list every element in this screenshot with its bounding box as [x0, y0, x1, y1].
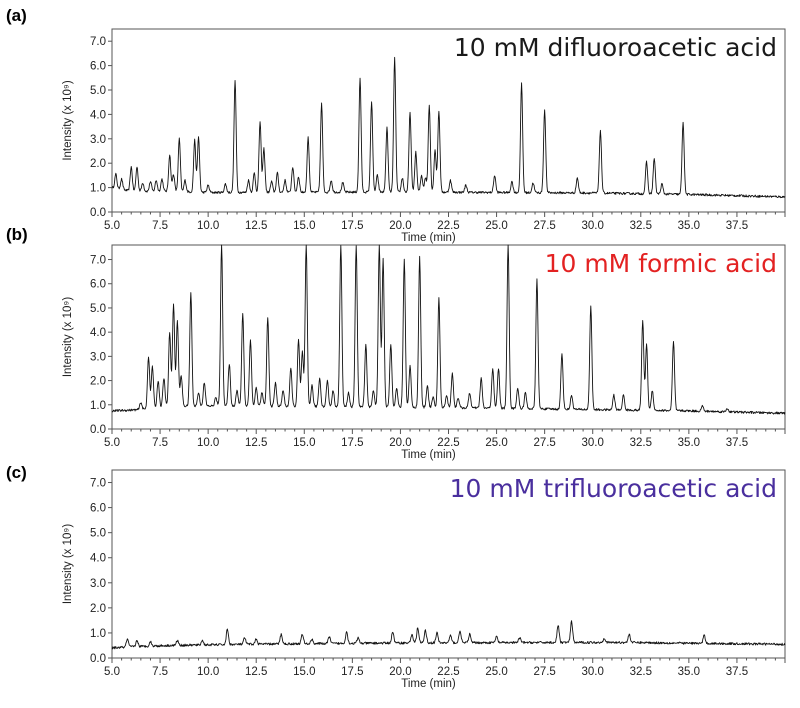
- x-tick-label: 17.5: [341, 220, 363, 232]
- chart-panel-a: (a) 0.0 1.0 2.0 3.0 4.0 5.0 6.0 7.0 5.0 7.5 10.0 12.…: [6, 6, 786, 244]
- x-tick-label: 7.5: [152, 666, 168, 678]
- x-tick-label: 22.5: [437, 220, 459, 232]
- y-tick-label: 1.0: [90, 183, 106, 195]
- x-tick-label: 27.5: [533, 437, 555, 449]
- y-tick-label: 4.0: [90, 553, 106, 565]
- x-tick-label: 15.0: [293, 220, 315, 232]
- y-tick-label: 5.0: [90, 85, 106, 97]
- y-tick-label: 4.0: [90, 109, 106, 121]
- y-axis-title: Intensity (x 10⁹): [62, 297, 74, 378]
- x-tick-label: 35.0: [678, 666, 700, 678]
- x-tick-label: 5.0: [104, 437, 120, 449]
- x-tick-label: 7.5: [152, 220, 168, 232]
- condition-label: 10 mM trifluoroacetic acid: [450, 474, 777, 503]
- x-tick-label: 5.0: [104, 666, 120, 678]
- y-tick-label: 2.0: [90, 603, 106, 615]
- x-tick-label: 35.0: [678, 437, 700, 449]
- x-tick-label: 5.0: [104, 220, 120, 232]
- x-tick-label: 30.0: [582, 666, 604, 678]
- chromatogram-trace: [111, 244, 786, 415]
- chromatogram-trace: [111, 620, 786, 650]
- x-tick-label: 32.5: [630, 437, 652, 449]
- x-tick-label: 12.5: [245, 220, 267, 232]
- x-tick-label: 15.0: [293, 666, 315, 678]
- x-tick-label: 20.0: [389, 666, 411, 678]
- y-tick-label: 3.0: [90, 351, 106, 363]
- x-tick-label: 25.0: [485, 437, 507, 449]
- y-tick-label: 7.0: [90, 36, 106, 48]
- x-tick-label: 37.5: [726, 220, 748, 232]
- x-tick-label: 25.0: [485, 220, 507, 232]
- x-tick-label: 12.5: [245, 666, 267, 678]
- x-tick-label: 37.5: [726, 666, 748, 678]
- x-tick-label: 10.0: [197, 220, 219, 232]
- x-tick-label: 25.0: [485, 666, 507, 678]
- chart-panel-c: (c) 0.0 1.0 2.0 3.0 4.0 5.0 6.0 7.0 5.0 7.5 10.0 12.…: [6, 463, 786, 690]
- x-tick-label: 22.5: [437, 666, 459, 678]
- y-tick-label: 0.0: [90, 653, 106, 665]
- x-tick-label: 20.0: [389, 220, 411, 232]
- y-tick-label: 3.0: [90, 134, 106, 146]
- x-tick-label: 20.0: [389, 437, 411, 449]
- x-tick-label: 10.0: [197, 437, 219, 449]
- x-tick-label: 32.5: [630, 666, 652, 678]
- x-tick-label: 27.5: [533, 220, 555, 232]
- x-tick-label: 27.5: [533, 666, 555, 678]
- condition-label: 10 mM difluoroacetic acid: [454, 33, 777, 62]
- x-axis-title: Time (min): [401, 678, 456, 690]
- y-tick-label: 1.0: [90, 400, 106, 412]
- x-axis-title: Time (min): [401, 449, 456, 461]
- y-tick-label: 6.0: [90, 503, 106, 515]
- y-tick-label: 2.0: [90, 376, 106, 388]
- x-tick-label: 15.0: [293, 437, 315, 449]
- x-tick-label: 32.5: [630, 220, 652, 232]
- x-tick-label: 17.5: [341, 437, 363, 449]
- y-tick-label: 5.0: [90, 528, 106, 540]
- x-tick-label: 37.5: [726, 437, 748, 449]
- y-tick-label: 3.0: [90, 578, 106, 590]
- x-tick-label: 35.0: [678, 220, 700, 232]
- y-tick-label: 1.0: [90, 628, 106, 640]
- condition-label: 10 mM formic acid: [545, 249, 777, 278]
- x-tick-label: 22.5: [437, 437, 459, 449]
- chromatogram-trace: [111, 56, 786, 199]
- x-tick-label: 17.5: [341, 666, 363, 678]
- x-tick-label: 30.0: [582, 220, 604, 232]
- x-tick-label: 10.0: [197, 666, 219, 678]
- y-axis-title: Intensity (x 10⁹): [62, 80, 74, 161]
- panel-label: (b): [6, 225, 28, 244]
- y-tick-label: 7.0: [90, 478, 106, 490]
- x-axis-title: Time (min): [401, 232, 456, 244]
- y-tick-label: 4.0: [90, 327, 106, 339]
- y-tick-label: 0.0: [90, 424, 106, 436]
- x-tick-label: 7.5: [152, 437, 168, 449]
- y-tick-label: 2.0: [90, 158, 106, 170]
- x-tick-label: 30.0: [582, 437, 604, 449]
- chart-panel-b: (b) 0.0 1.0 2.0 3.0 4.0 5.0 6.0 7.0 5.0 7.5 10.0 12.…: [6, 225, 786, 461]
- y-tick-label: 7.0: [90, 255, 106, 267]
- y-tick-label: 6.0: [90, 279, 106, 291]
- panel-label: (a): [6, 6, 27, 25]
- y-tick-label: 5.0: [90, 303, 106, 315]
- x-tick-label: 12.5: [245, 437, 267, 449]
- y-tick-label: 0.0: [90, 207, 106, 219]
- panel-label: (c): [6, 463, 27, 482]
- y-axis-title: Intensity (x 10⁹): [62, 524, 74, 605]
- y-tick-label: 6.0: [90, 61, 106, 73]
